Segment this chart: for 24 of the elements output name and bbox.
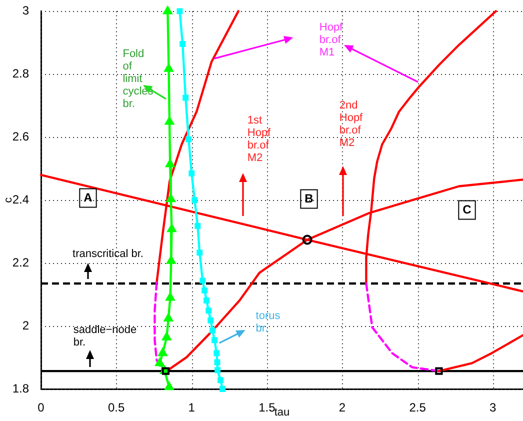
y-tick-label: 2.8 — [12, 66, 30, 80]
x-tick-label: 1 — [188, 400, 196, 415]
annotation: 2nd Hopf br.of M2 — [339, 99, 364, 149]
x-tick-label: 0 — [38, 400, 45, 415]
x-tick-label: 1.5 — [258, 400, 276, 415]
y-tick-label: 2 — [22, 318, 30, 332]
y-tick-label: 2.6 — [12, 129, 30, 144]
annotation: torus br. — [256, 310, 281, 334]
y-tick-label: 1.8 — [12, 381, 30, 396]
y-tick-label: 3 — [22, 4, 30, 18]
annotation: transcritical br. — [72, 248, 144, 260]
annotation: C — [462, 202, 472, 216]
annotation: saddle−node br. — [73, 324, 137, 348]
y-tick-label: 2.2 — [12, 255, 30, 270]
y-tick-label: 2.4 — [12, 192, 30, 206]
x-tick-label: 0.5 — [108, 400, 125, 415]
annotation: B — [304, 191, 314, 206]
x-tick-label: 2 — [338, 400, 346, 415]
annotation: A — [84, 190, 93, 204]
x-tick-label: 3 — [490, 400, 497, 415]
x-tick-label: 2.5 — [409, 400, 426, 415]
annotation: Hopf br.of M1 — [319, 22, 344, 59]
annotation: 1st Hopf br.of M2 — [247, 114, 272, 164]
x-axis-title: tau — [274, 406, 290, 418]
